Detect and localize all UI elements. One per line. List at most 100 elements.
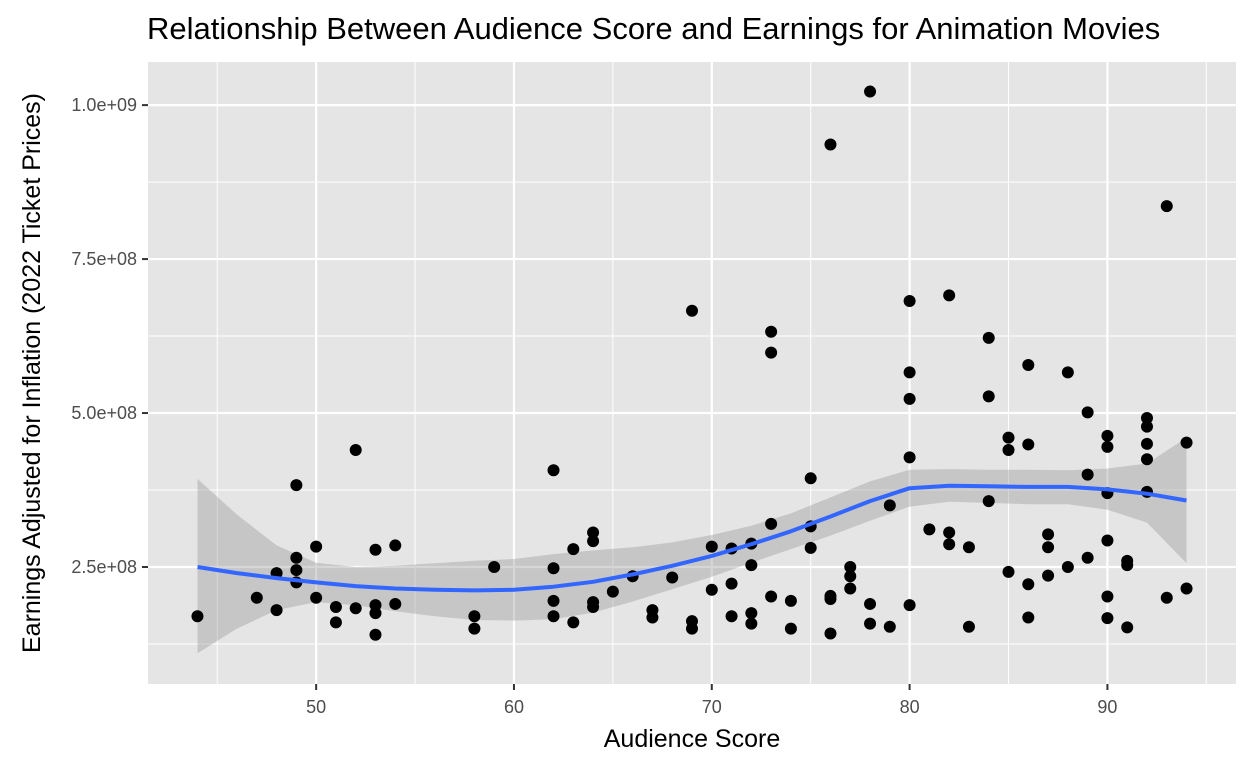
data-point (1160, 591, 1173, 604)
data-point (824, 589, 837, 602)
data-point (1002, 443, 1015, 456)
data-point (1121, 621, 1134, 634)
data-point (1022, 578, 1035, 591)
data-point (329, 616, 342, 629)
data-point (1140, 411, 1153, 424)
data-point (943, 538, 956, 551)
data-point (745, 617, 758, 630)
data-point (310, 540, 323, 553)
data-point (1101, 590, 1114, 603)
data-point (1081, 468, 1094, 481)
data-point (191, 610, 204, 623)
data-point (943, 526, 956, 539)
data-point (1180, 582, 1193, 595)
data-point (666, 571, 679, 584)
data-point (606, 585, 619, 598)
data-point (310, 591, 323, 604)
x-tick-label: 70 (702, 697, 722, 717)
data-point (1160, 200, 1173, 213)
data-point (468, 610, 481, 623)
data-point (765, 517, 778, 530)
data-point (1081, 406, 1094, 419)
data-point (250, 591, 263, 604)
data-point (1042, 541, 1055, 554)
data-point (725, 577, 738, 590)
plot-panel (148, 62, 1236, 684)
data-point (903, 294, 916, 307)
data-point (567, 616, 580, 629)
y-axis: 2.5e+08 5.0e+08 7.5e+08 1.0e+09 (71, 95, 148, 577)
data-point (1042, 569, 1055, 582)
x-tick-label: 90 (1097, 697, 1117, 717)
data-point (389, 539, 402, 552)
data-point (1061, 560, 1074, 573)
data-point (547, 562, 560, 575)
data-point (883, 499, 896, 512)
data-point (1121, 554, 1134, 567)
data-point (389, 597, 402, 610)
data-point (962, 620, 975, 633)
data-point (864, 597, 877, 610)
data-point (765, 590, 778, 603)
data-point (982, 495, 995, 508)
x-axis: 50 60 70 80 90 (306, 684, 1117, 717)
data-point (587, 526, 600, 539)
data-point (903, 392, 916, 405)
data-point (270, 604, 283, 617)
data-point (1101, 440, 1114, 453)
data-point (686, 615, 698, 628)
data-point (1140, 437, 1153, 450)
smooth-trend-line (197, 483, 1187, 593)
data-point (745, 559, 758, 572)
data-point (1022, 358, 1035, 371)
data-point (646, 604, 659, 617)
data-points (191, 85, 1193, 641)
data-point (369, 628, 382, 641)
data-point (824, 627, 837, 640)
data-point (1140, 453, 1153, 466)
data-point (290, 564, 303, 577)
x-tick-label: 80 (900, 697, 920, 717)
data-point (864, 85, 877, 98)
data-point (1101, 612, 1114, 625)
data-point (1101, 429, 1114, 442)
data-point (725, 610, 738, 623)
x-tick-label: 50 (306, 697, 326, 717)
data-point (369, 599, 382, 612)
data-point (349, 602, 362, 615)
data-point (962, 541, 975, 554)
data-point (784, 622, 797, 635)
data-point (1101, 534, 1114, 547)
data-point (784, 594, 797, 607)
x-tick-label: 60 (504, 697, 524, 717)
data-point (804, 472, 817, 485)
data-point (903, 451, 916, 464)
data-point (1042, 528, 1055, 541)
data-point (1002, 431, 1015, 444)
y-axis-title: Earnings Adjusted for Inflation (2022 Ti… (18, 93, 46, 653)
data-point (864, 617, 877, 630)
y-tick-label: 7.5e+08 (71, 249, 137, 269)
data-point (844, 570, 857, 583)
data-point (290, 551, 303, 564)
data-point (547, 464, 560, 477)
chart-title: Relationship Between Audience Score and … (147, 11, 1160, 46)
data-point (547, 610, 560, 623)
y-tick-label: 2.5e+08 (71, 557, 137, 577)
data-point (567, 543, 580, 556)
data-point (982, 331, 995, 344)
data-point (903, 366, 916, 379)
data-point (745, 607, 758, 620)
data-point (765, 346, 778, 359)
confidence-band (197, 437, 1187, 654)
data-point (686, 304, 698, 317)
data-point (587, 535, 600, 548)
data-point (488, 560, 501, 573)
data-point (804, 541, 817, 554)
data-point (1061, 366, 1074, 379)
data-point (290, 479, 303, 492)
data-point (1140, 420, 1153, 433)
data-point (1180, 436, 1193, 449)
